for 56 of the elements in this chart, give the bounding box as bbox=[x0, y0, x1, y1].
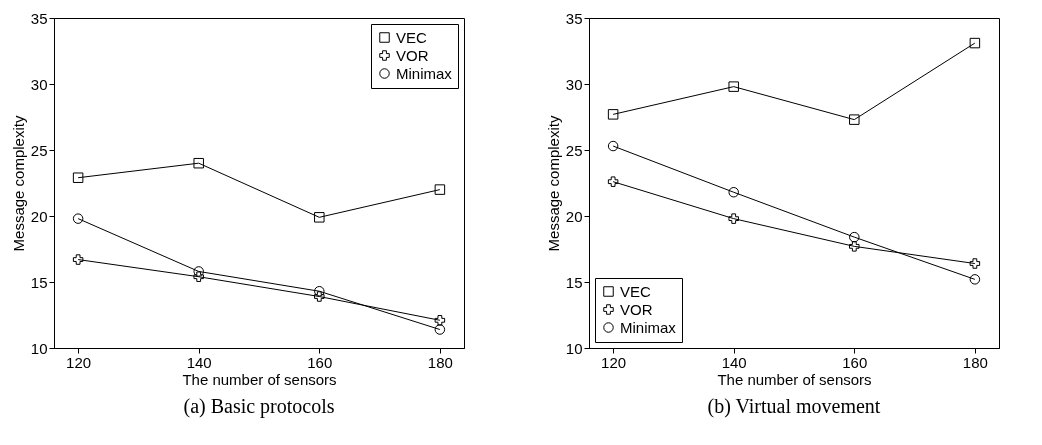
x-tick-label: 120 bbox=[601, 353, 627, 371]
y-tick-label: 25 bbox=[30, 141, 48, 159]
point bbox=[434, 324, 446, 335]
point bbox=[849, 241, 860, 252]
point bbox=[72, 213, 84, 224]
x-tick-label: 140 bbox=[186, 353, 212, 371]
legend-label: Minimax bbox=[396, 64, 453, 82]
point bbox=[607, 140, 619, 152]
legend-label: VOR bbox=[396, 46, 429, 64]
x-axis-title: The number of sensors bbox=[182, 370, 337, 388]
y-tick-label: 25 bbox=[565, 141, 583, 159]
point bbox=[72, 172, 84, 183]
point bbox=[607, 109, 619, 120]
y-axis-title: Message complexity bbox=[9, 115, 27, 252]
point bbox=[193, 157, 204, 169]
y-tick-label: 30 bbox=[30, 75, 48, 93]
x-tick-label: 120 bbox=[66, 353, 92, 371]
y-tick-label: 20 bbox=[565, 207, 583, 225]
x-tick-label: 160 bbox=[307, 353, 333, 371]
y-axis-title: Message complexity bbox=[544, 115, 562, 252]
point bbox=[728, 187, 739, 198]
y-tick-label: 10 bbox=[30, 339, 48, 357]
point bbox=[607, 176, 619, 187]
x-tick-label: 140 bbox=[721, 353, 747, 371]
legend-label: VOR bbox=[620, 300, 653, 318]
y-tick-label: 30 bbox=[565, 75, 583, 93]
y-tick-label: 15 bbox=[30, 273, 48, 291]
point bbox=[728, 213, 739, 224]
text: (a) Basic protocols bbox=[183, 395, 335, 418]
point bbox=[72, 254, 84, 265]
x-axis-title: The number of sensors bbox=[717, 370, 872, 388]
legend-label: VEC bbox=[620, 282, 652, 300]
y-tick-label: 20 bbox=[30, 207, 48, 225]
point bbox=[969, 274, 981, 285]
point bbox=[728, 81, 739, 92]
point bbox=[969, 37, 981, 49]
point bbox=[969, 258, 981, 269]
point bbox=[314, 286, 325, 297]
legend-label: VEC bbox=[396, 28, 428, 46]
point bbox=[434, 184, 446, 195]
point bbox=[434, 315, 446, 326]
legend-label: Minimax bbox=[620, 318, 677, 336]
y-tick-label: 10 bbox=[565, 339, 583, 357]
x-tick-label: 180 bbox=[962, 353, 988, 371]
text: (b) Virtual movement bbox=[707, 395, 881, 418]
point bbox=[193, 266, 204, 277]
x-tick-label: 160 bbox=[842, 353, 868, 371]
point bbox=[314, 291, 325, 302]
x-tick-label: 180 bbox=[427, 353, 453, 371]
point bbox=[314, 212, 325, 223]
y-tick-label: 15 bbox=[565, 273, 583, 291]
point bbox=[193, 271, 204, 282]
y-tick-label: 35 bbox=[30, 9, 48, 27]
point bbox=[849, 114, 860, 125]
point bbox=[849, 231, 860, 243]
y-tick-label: 35 bbox=[565, 9, 583, 27]
